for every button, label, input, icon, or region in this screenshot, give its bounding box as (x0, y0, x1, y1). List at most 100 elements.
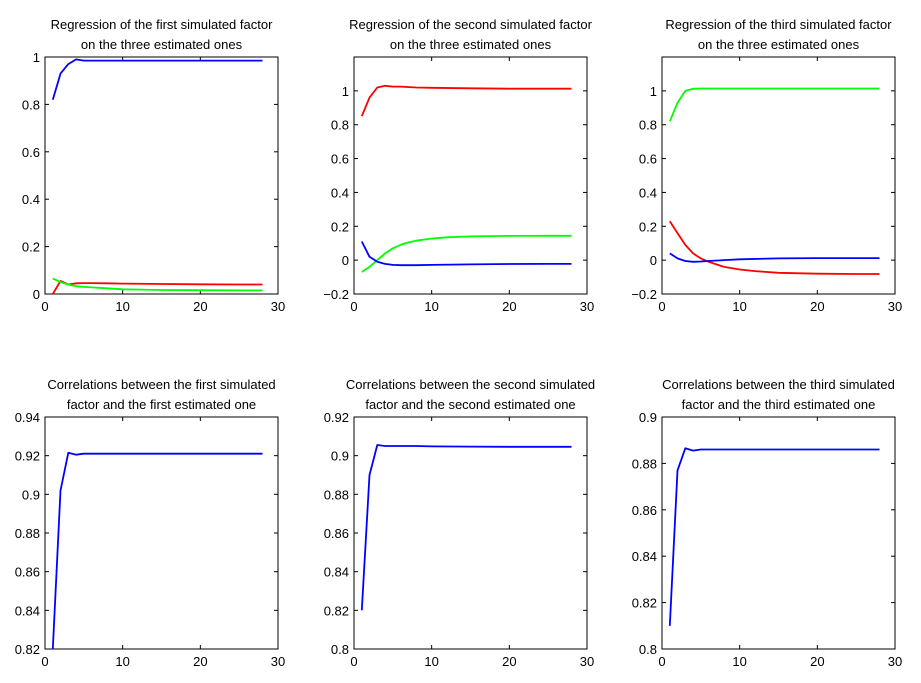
y-tick-label: 0.8 (639, 118, 657, 133)
subplot-reg-factor-3: Regression of the third simulated factor… (631, 17, 902, 314)
y-tick-label: 0 (650, 253, 657, 268)
series-line-1 (51, 451, 263, 650)
x-tick-label: 30 (271, 299, 285, 314)
plot-title-line-2: on the three estimated ones (81, 37, 243, 52)
y-tick-label: 1 (33, 50, 40, 65)
y-tick-label: 0.86 (324, 526, 349, 541)
y-tick-label: 0 (342, 253, 349, 268)
x-tick-label: 0 (41, 299, 48, 314)
series-line-1 (668, 87, 880, 122)
y-tick-label: 0.88 (15, 526, 40, 541)
y-tick-label: 0.82 (324, 603, 349, 618)
x-tick-label: 0 (350, 654, 357, 669)
series-line-2 (669, 220, 880, 275)
x-tick-label: 20 (193, 654, 207, 669)
plot-title-line-1: Correlations between the first simulated (47, 377, 275, 392)
axes-box (44, 56, 279, 295)
y-tick-label: 0 (33, 287, 40, 302)
axes-box (353, 56, 588, 295)
series-line-1 (360, 84, 572, 117)
x-tick-label: 30 (888, 299, 902, 314)
series-line-1 (668, 447, 880, 626)
axes-box (44, 416, 279, 650)
x-tick-label: 10 (115, 654, 129, 669)
x-tick-label: 20 (502, 299, 516, 314)
plot-title-line-2: on the three estimated ones (698, 37, 860, 52)
plot-title-line-1: Regression of the third simulated factor (665, 17, 892, 32)
y-tick-label: 0.86 (15, 565, 40, 580)
y-tick-label: 0.82 (15, 642, 40, 657)
x-tick-label: 20 (193, 299, 207, 314)
y-tick-label: 0.4 (331, 185, 349, 200)
y-tick-label: 0.2 (639, 219, 657, 234)
y-tick-label: 0.86 (632, 503, 657, 518)
x-tick-label: 0 (658, 299, 665, 314)
x-tick-label: 0 (658, 654, 665, 669)
plot-title-line-1: Regression of the second simulated facto… (349, 17, 592, 32)
y-tick-label: 0.9 (331, 449, 349, 464)
y-tick-label: 0.4 (639, 185, 657, 200)
axes-box (661, 56, 896, 295)
x-tick-label: 30 (271, 654, 285, 669)
subplot-corr-factor-1: Correlations between the first simulated… (15, 377, 286, 669)
subplot-reg-factor-2: Regression of the second simulated facto… (323, 17, 594, 314)
x-tick-label: 20 (810, 299, 824, 314)
y-tick-label: −0.2 (631, 287, 657, 302)
axes-box (661, 416, 896, 650)
y-tick-label: 0.6 (331, 152, 349, 167)
y-tick-label: 0.92 (15, 449, 40, 464)
y-tick-label: 0.8 (331, 118, 349, 133)
plot-title-line-1: Correlations between the second simulate… (346, 377, 595, 392)
series-line-3 (360, 241, 572, 267)
y-tick-label: 0.82 (632, 596, 657, 611)
x-tick-label: 20 (502, 654, 516, 669)
y-tick-label: 1 (342, 84, 349, 99)
y-tick-label: 0.84 (15, 603, 40, 618)
plot-title-line-2: factor and the first estimated one (67, 397, 256, 412)
y-tick-label: 0.84 (632, 549, 657, 564)
subplot-corr-factor-2: Correlations between the second simulate… (324, 377, 595, 669)
x-tick-label: 10 (424, 299, 438, 314)
plot-title-line-2: on the three estimated ones (390, 37, 552, 52)
y-tick-label: 0.2 (331, 219, 349, 234)
series-line-2 (361, 234, 572, 273)
y-tick-label: 0.8 (639, 642, 657, 657)
x-tick-label: 30 (580, 654, 594, 669)
y-tick-label: 0.9 (639, 410, 657, 425)
x-tick-label: 0 (350, 299, 357, 314)
subplot-corr-factor-3: Correlations between the third simulated… (632, 377, 903, 669)
x-tick-label: 10 (732, 299, 746, 314)
x-tick-label: 10 (115, 299, 129, 314)
series-line-3 (669, 252, 880, 263)
plot-title-line-1: Correlations between the third simulated (662, 377, 895, 392)
series-line-1 (360, 444, 572, 611)
subplot-reg-factor-1: Regression of the first simulated factor… (22, 17, 285, 314)
y-tick-label: 0.88 (632, 456, 657, 471)
y-tick-label: 0.4 (22, 192, 40, 207)
y-tick-label: 0.84 (324, 565, 349, 580)
y-tick-label: 0.92 (324, 410, 349, 425)
y-tick-label: 0.6 (639, 152, 657, 167)
y-tick-label: 0.94 (15, 410, 40, 425)
x-tick-label: 0 (41, 654, 48, 669)
x-tick-label: 20 (810, 654, 824, 669)
plot-title-line-2: factor and the second estimated one (365, 397, 575, 412)
y-tick-label: 0.8 (331, 642, 349, 657)
series-line-3 (52, 277, 263, 292)
x-tick-label: 10 (424, 654, 438, 669)
y-tick-label: 1 (650, 84, 657, 99)
y-tick-label: 0.9 (22, 487, 40, 502)
plot-title-line-1: Regression of the first simulated factor (51, 17, 273, 32)
y-tick-label: 0.8 (22, 97, 40, 112)
plot-title-line-2: factor and the third estimated one (682, 397, 876, 412)
axes-box (353, 416, 588, 650)
y-tick-label: −0.2 (323, 287, 349, 302)
y-tick-label: 0.2 (22, 240, 40, 255)
y-tick-label: 0.6 (22, 145, 40, 160)
x-tick-label: 10 (732, 654, 746, 669)
y-tick-label: 0.88 (324, 487, 349, 502)
series-line-1 (51, 58, 263, 100)
x-tick-label: 30 (888, 654, 902, 669)
x-tick-label: 30 (580, 299, 594, 314)
